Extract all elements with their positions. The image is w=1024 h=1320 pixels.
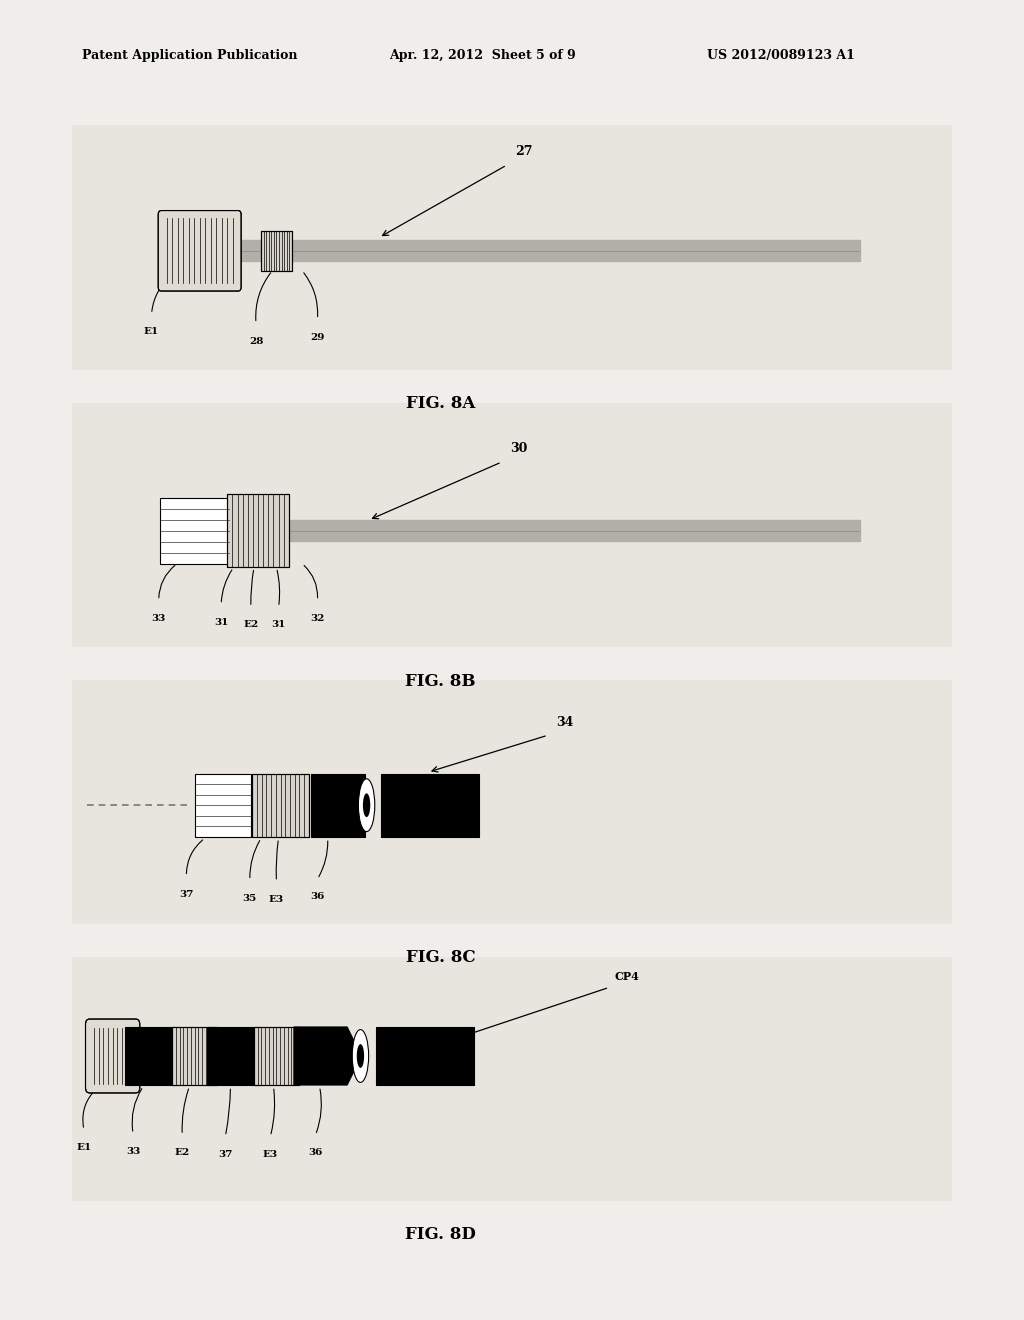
Text: FIG. 8C: FIG. 8C bbox=[406, 949, 475, 965]
Bar bbox=[254, 1027, 299, 1085]
Bar bbox=[207, 1027, 260, 1085]
Text: US 2012/0089123 A1: US 2012/0089123 A1 bbox=[707, 49, 854, 62]
Bar bbox=[254, 1027, 299, 1085]
Text: FIG. 8A: FIG. 8A bbox=[406, 396, 475, 412]
Text: E3: E3 bbox=[269, 895, 284, 904]
Bar bbox=[72, 957, 952, 1201]
Text: E1: E1 bbox=[144, 327, 159, 337]
Text: 33: 33 bbox=[126, 1147, 140, 1156]
Bar bbox=[253, 774, 309, 837]
Ellipse shape bbox=[362, 793, 371, 817]
Text: E2: E2 bbox=[175, 1148, 189, 1158]
Text: 36: 36 bbox=[310, 892, 325, 902]
Bar bbox=[72, 403, 952, 647]
Text: 34: 34 bbox=[556, 715, 573, 729]
Text: Patent Application Publication: Patent Application Publication bbox=[82, 49, 297, 62]
Text: Apr. 12, 2012  Sheet 5 of 9: Apr. 12, 2012 Sheet 5 of 9 bbox=[389, 49, 575, 62]
Bar bbox=[311, 774, 365, 837]
FancyBboxPatch shape bbox=[158, 210, 242, 290]
Text: E1: E1 bbox=[77, 1143, 91, 1152]
Text: 31: 31 bbox=[271, 620, 286, 630]
Polygon shape bbox=[294, 1027, 361, 1085]
Text: 36: 36 bbox=[308, 1148, 323, 1158]
Bar bbox=[160, 498, 229, 564]
Bar bbox=[253, 774, 309, 837]
Text: E2: E2 bbox=[244, 620, 258, 630]
Ellipse shape bbox=[352, 1030, 369, 1082]
Text: 32: 32 bbox=[310, 614, 325, 623]
Bar bbox=[227, 494, 289, 568]
Text: 28: 28 bbox=[249, 337, 263, 346]
Bar bbox=[261, 231, 292, 271]
Bar bbox=[172, 1027, 217, 1085]
Bar bbox=[72, 680, 952, 924]
Text: 37: 37 bbox=[179, 890, 194, 899]
Bar bbox=[172, 1027, 217, 1085]
Text: 37: 37 bbox=[218, 1150, 232, 1159]
Text: 33: 33 bbox=[152, 614, 166, 623]
Text: 35: 35 bbox=[243, 894, 257, 903]
Bar bbox=[377, 1027, 473, 1085]
Bar bbox=[227, 494, 289, 568]
Ellipse shape bbox=[358, 779, 375, 832]
Text: 27: 27 bbox=[515, 145, 532, 158]
Bar bbox=[125, 1027, 178, 1085]
Bar bbox=[195, 774, 252, 837]
Bar bbox=[261, 231, 292, 271]
Text: 29: 29 bbox=[310, 333, 325, 342]
Bar bbox=[381, 774, 479, 837]
Text: FIG. 8D: FIG. 8D bbox=[404, 1226, 476, 1242]
Text: 30: 30 bbox=[510, 442, 527, 455]
FancyBboxPatch shape bbox=[85, 1019, 139, 1093]
Bar bbox=[72, 125, 952, 370]
Text: FIG. 8B: FIG. 8B bbox=[406, 673, 475, 689]
Text: 31: 31 bbox=[214, 618, 228, 627]
Ellipse shape bbox=[356, 1044, 365, 1068]
Text: CP4: CP4 bbox=[614, 972, 639, 982]
Text: E3: E3 bbox=[263, 1150, 278, 1159]
